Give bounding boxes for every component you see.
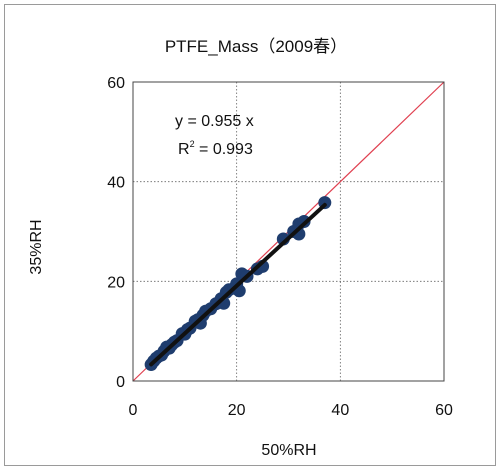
equation-label: y = 0.955 x — [175, 113, 254, 130]
chart-title: PTFE_Mass（2009春） — [165, 37, 347, 56]
regression-line — [149, 202, 327, 367]
r-squared-prefix: R — [178, 141, 190, 158]
y-tick-label-1: 20 — [107, 274, 125, 291]
r-squared-label: R2 = 0.993 — [178, 139, 253, 158]
r-squared-value: = 0.993 — [195, 141, 253, 158]
gridlines — [133, 82, 444, 381]
x-tick-label-1: 20 — [228, 402, 246, 419]
r-squared-sup: 2 — [190, 139, 195, 149]
tick-labels: 0 20 40 60 0 20 40 60 — [107, 75, 453, 419]
y-axis-label: 35%RH — [28, 219, 45, 274]
y-tick-label-0: 0 — [116, 374, 125, 391]
x-tick-label-3: 60 — [435, 402, 453, 419]
x-tick-label-2: 40 — [331, 402, 349, 419]
y-tick-label-2: 40 — [107, 175, 125, 192]
x-axis-label: 50%RH — [261, 442, 316, 459]
y-tick-label-3: 60 — [107, 75, 125, 92]
plot-border — [132, 81, 445, 382]
x-tick-label-0: 0 — [129, 402, 138, 419]
